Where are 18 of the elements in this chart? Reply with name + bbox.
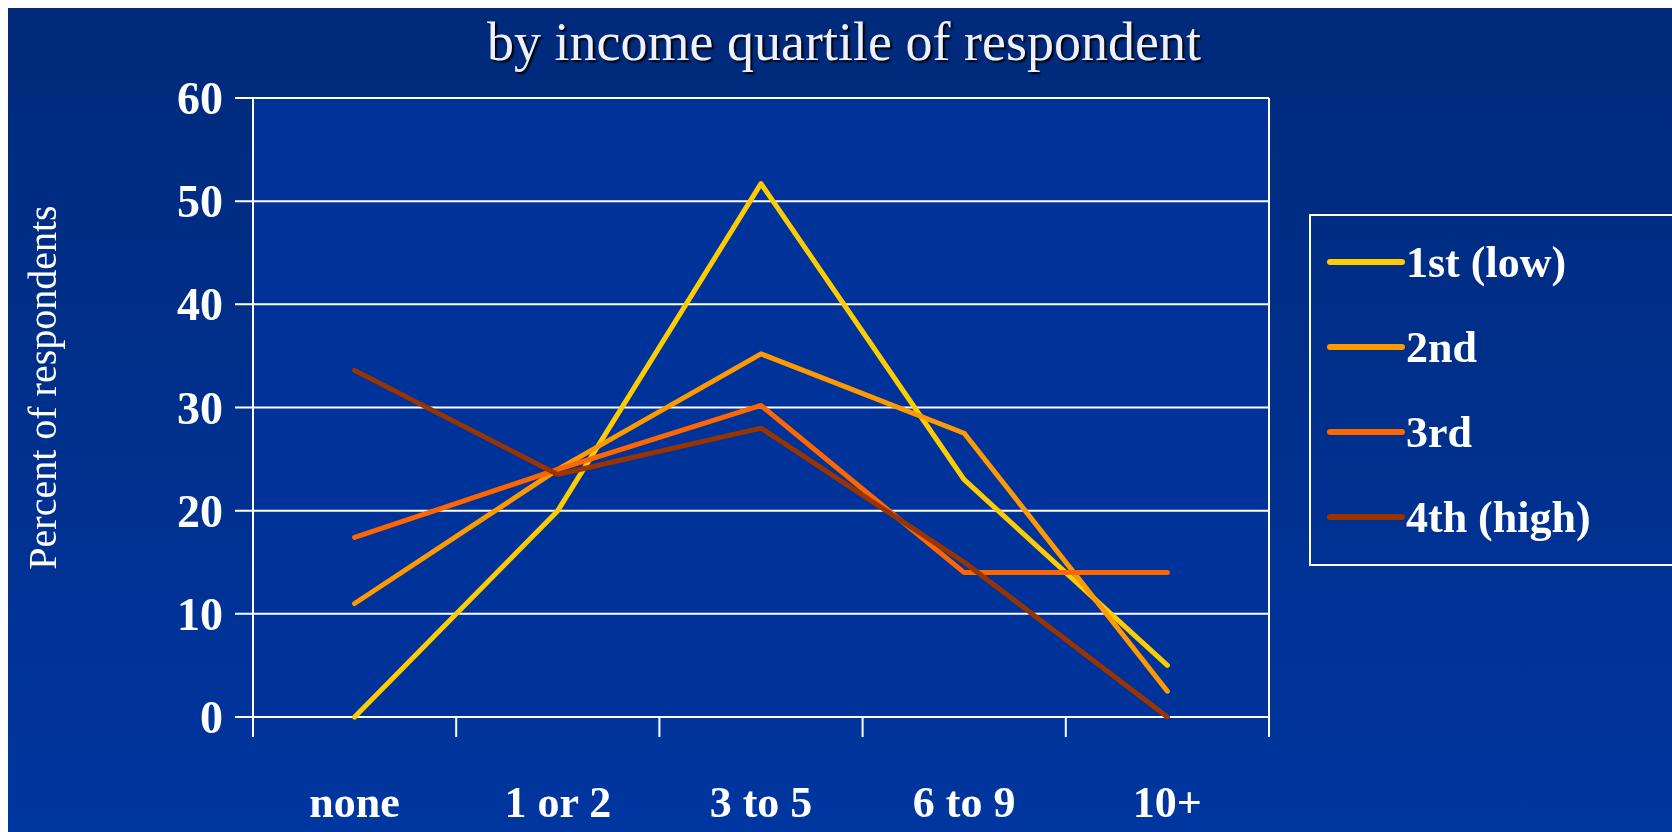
y-tick-label: 60 xyxy=(177,73,223,125)
x-tick-label: 10+ xyxy=(1132,778,1202,827)
legend-label: 3rd xyxy=(1406,408,1472,458)
y-axis-title: Percent of respondents xyxy=(20,205,65,570)
x-tick-label: 1 or 2 xyxy=(504,778,612,827)
y-tick-label: 10 xyxy=(177,588,223,640)
y-tick-label: 20 xyxy=(177,485,223,537)
legend-label: 2nd xyxy=(1406,323,1477,373)
x-tick-label: 6 to 9 xyxy=(912,778,1016,827)
y-tick-label: 0 xyxy=(200,692,223,744)
y-tick-label: 40 xyxy=(177,279,223,331)
legend-label: 1st (low) xyxy=(1406,238,1567,288)
y-tick-label: 30 xyxy=(177,382,223,434)
x-tick-label: none xyxy=(309,778,400,827)
chart-title: by income quartile of respondent xyxy=(487,12,1201,72)
x-tick-label: 3 to 5 xyxy=(709,778,813,827)
legend-label: 4th (high) xyxy=(1406,493,1591,543)
y-tick-label: 50 xyxy=(177,176,223,228)
